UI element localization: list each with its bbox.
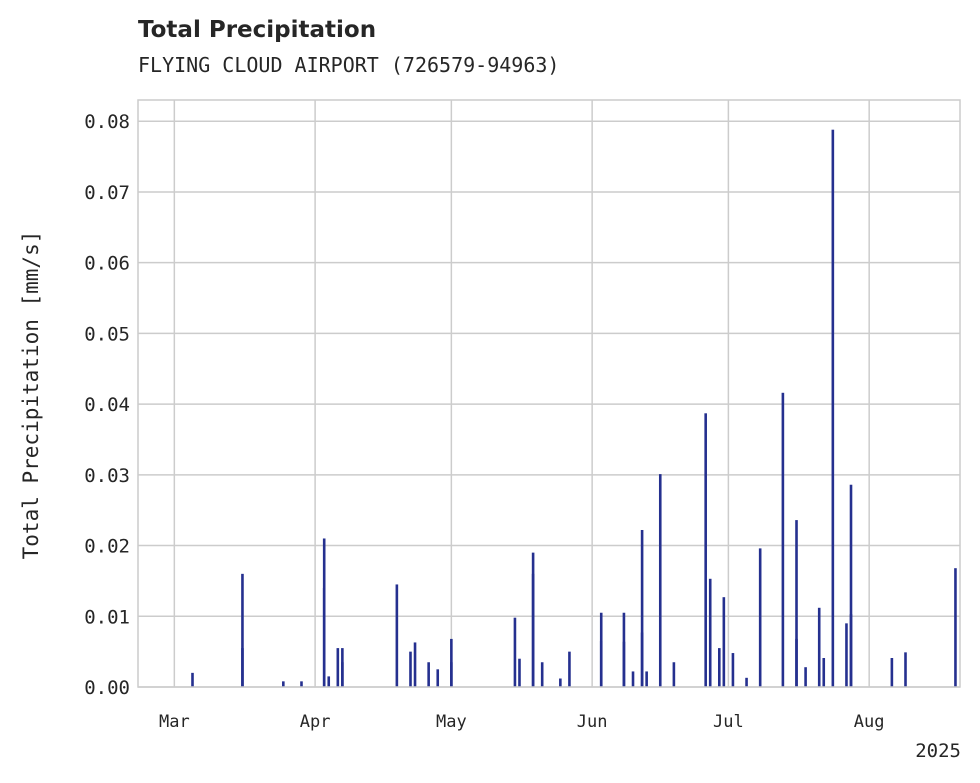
precipitation-bar	[795, 638, 798, 687]
precipitation-bar	[513, 617, 517, 687]
precipitation-bar	[540, 662, 544, 687]
precipitation-bar	[409, 651, 412, 687]
y-tick-label: 0.03	[84, 465, 130, 487]
precipitation-bar	[640, 632, 644, 687]
precipitation-bar	[954, 568, 957, 687]
precipitation-bar	[336, 648, 340, 687]
precipitation-bar	[845, 623, 848, 687]
precipitation-bar	[631, 671, 635, 687]
precipitation-bar	[745, 677, 748, 687]
precipitation-bar	[559, 678, 562, 687]
precipitation-bar	[191, 672, 194, 687]
x-tick-label: Jun	[577, 712, 608, 732]
precipitation-bar	[599, 641, 603, 687]
precipitation-bar	[622, 641, 626, 687]
precipitation-bar	[849, 484, 853, 687]
precipitation-bar	[722, 597, 726, 687]
precipitation-bar	[672, 662, 676, 687]
y-axis-ticks: 0.00 0.01 0.02 0.03 0.04 0.05 0.06 0.07 0.08	[84, 111, 130, 699]
y-tick-label: 0.02	[84, 536, 130, 558]
precipitation-bar	[849, 614, 853, 687]
precipitation-bar	[241, 573, 244, 687]
chart-subtitle: FLYING CLOUD AIRPORT (726579-94963)	[138, 53, 560, 77]
precipitation-bar	[327, 676, 331, 687]
precipitation-bar	[718, 648, 721, 687]
precipitation-bar	[781, 392, 785, 687]
precipitation-bar	[568, 651, 571, 687]
precipitation-bar	[518, 658, 521, 687]
x-tick-label: May	[436, 712, 467, 732]
x-tick-label: Mar	[159, 712, 190, 732]
precipitation-bar	[427, 662, 430, 687]
precipitation-bar	[795, 520, 798, 687]
y-tick-label: 0.05	[84, 323, 130, 345]
precipitation-bar	[822, 658, 826, 687]
precipitation-bar	[890, 658, 894, 687]
chart-title: Total Precipitation	[138, 17, 377, 43]
y-tick-label: 0.07	[84, 182, 130, 204]
precipitation-bar	[904, 652, 907, 687]
precipitation-bar	[708, 578, 712, 687]
precipitation-bar	[658, 474, 662, 687]
y-axis-label: Total Precipitation [mm/s]	[19, 231, 43, 560]
precipitation-bar	[341, 662, 344, 687]
x-tick-label: Jul	[713, 712, 744, 732]
precipitation-bar	[731, 653, 735, 687]
y-tick-label: 0.04	[84, 394, 130, 416]
precipitation-bar	[704, 413, 707, 687]
precipitation-bar	[395, 584, 399, 687]
y-tick-label: 0.00	[84, 677, 130, 699]
plot-frame	[137, 99, 961, 688]
precipitation-bar	[817, 607, 821, 687]
precipitation-bar	[300, 681, 303, 687]
x-axis-ticks: Mar Apr May Jun Jul Aug	[159, 712, 885, 732]
y-tick-label: 0.06	[84, 253, 130, 275]
precipitation-bar	[322, 587, 326, 687]
grid-lines	[138, 100, 960, 688]
precipitation-bar	[758, 548, 762, 687]
precipitation-bar	[413, 642, 417, 687]
precipitation-bar	[531, 573, 535, 687]
precipitation-bar	[241, 648, 244, 687]
year-label: 2025	[915, 740, 961, 762]
precipitation-bar	[804, 667, 807, 687]
precipitation-bar	[450, 662, 453, 687]
y-tick-label: 0.08	[84, 111, 130, 133]
y-tick-label: 0.01	[84, 606, 130, 628]
precipitation-bar	[436, 669, 440, 687]
precipitation-bar	[282, 681, 285, 687]
precipitation-bar	[831, 129, 835, 687]
x-tick-label: Apr	[300, 712, 331, 732]
bar-series	[191, 129, 957, 687]
precipitation-bar	[640, 529, 644, 687]
precipitation-bar	[645, 671, 648, 687]
x-tick-label: Aug	[854, 712, 885, 732]
